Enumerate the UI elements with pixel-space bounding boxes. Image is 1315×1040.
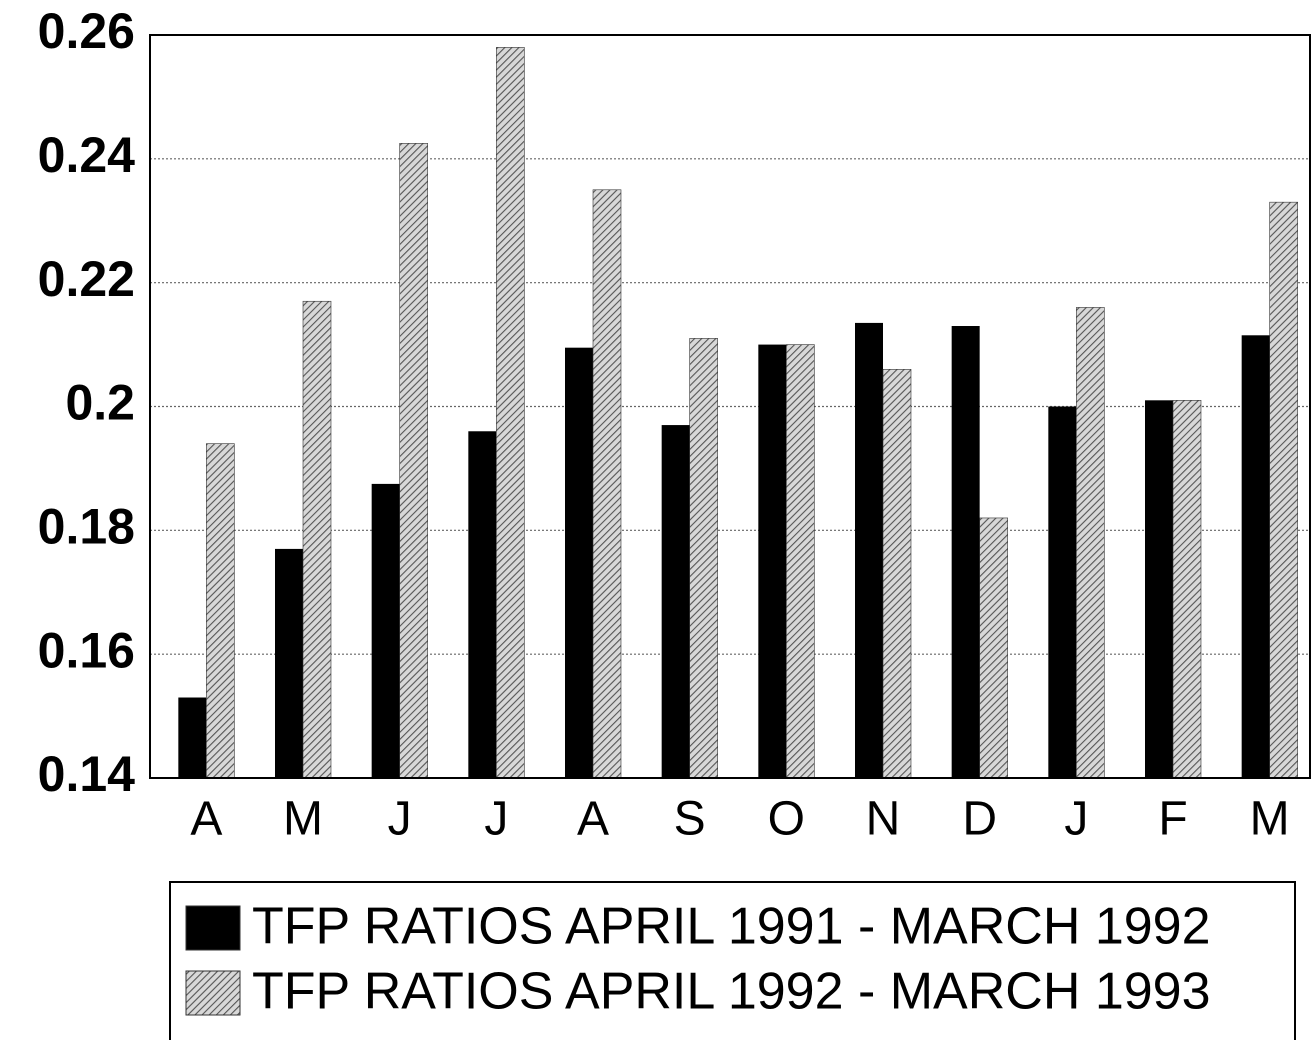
bar <box>951 326 980 778</box>
y-tick-label: 0.2 <box>65 375 135 431</box>
x-tick-label: M <box>1250 793 1290 846</box>
bar <box>302 300 332 779</box>
y-tick-label: 0.24 <box>38 127 136 183</box>
bar <box>178 697 207 778</box>
bar <box>371 483 400 778</box>
x-tick-label: D <box>962 793 997 846</box>
bar <box>882 369 912 779</box>
bar <box>786 344 815 779</box>
x-tick-label: A <box>190 793 222 846</box>
plot-frame <box>149 34 1311 779</box>
bar <box>1048 406 1077 778</box>
bar <box>468 431 497 778</box>
x-tick-label: J <box>388 793 412 846</box>
bar <box>855 322 883 778</box>
x-tick-label: N <box>866 793 901 846</box>
bar <box>758 344 787 778</box>
x-tick-label: S <box>674 793 706 846</box>
y-tick-label: 0.16 <box>38 622 135 678</box>
x-tick-label: A <box>577 793 609 846</box>
y-tick-label: 0.22 <box>38 251 135 307</box>
bar <box>592 189 622 779</box>
x-tick-label: J <box>1064 793 1088 846</box>
bar <box>1269 201 1298 779</box>
bar <box>565 347 593 778</box>
bar <box>1241 335 1270 778</box>
legend-swatch <box>185 905 241 951</box>
bar <box>689 338 718 779</box>
legend-label: TFP RATIOS APRIL 1992 - MARCH 1993 <box>252 963 1211 1021</box>
bar <box>275 548 303 778</box>
bar <box>1145 400 1173 778</box>
legend-label: TFP RATIOS APRIL 1991 - MARCH 1992 <box>252 898 1211 956</box>
y-tick-label: 0.26 <box>38 3 135 59</box>
x-tick-label: M <box>283 793 323 846</box>
bar <box>1172 400 1202 779</box>
x-tick-label: J <box>484 793 508 846</box>
legend-swatch <box>185 970 241 1016</box>
legend-box <box>169 881 1296 1040</box>
bar <box>496 47 525 779</box>
bar <box>1076 307 1105 779</box>
y-tick-label: 0.18 <box>38 499 135 555</box>
bar <box>399 143 428 779</box>
x-tick-label: F <box>1158 793 1187 846</box>
x-tick-label: O <box>768 793 805 846</box>
bar <box>661 425 690 778</box>
y-tick-label: 0.14 <box>38 746 136 802</box>
bar <box>206 443 235 779</box>
bar <box>979 517 1008 779</box>
